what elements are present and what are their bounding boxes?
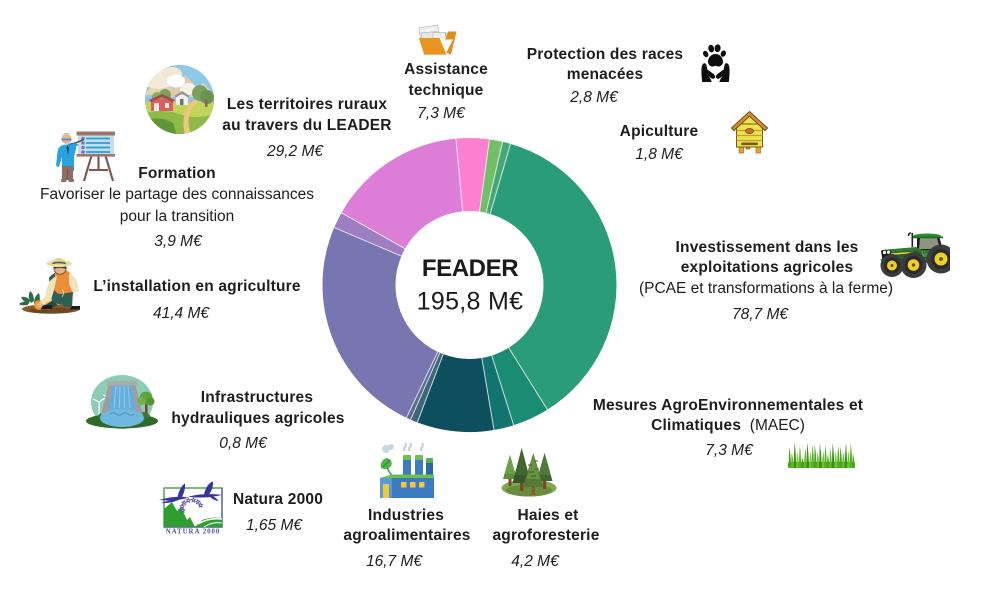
svg-text:NATURA 2000: NATURA 2000 — [166, 528, 221, 536]
